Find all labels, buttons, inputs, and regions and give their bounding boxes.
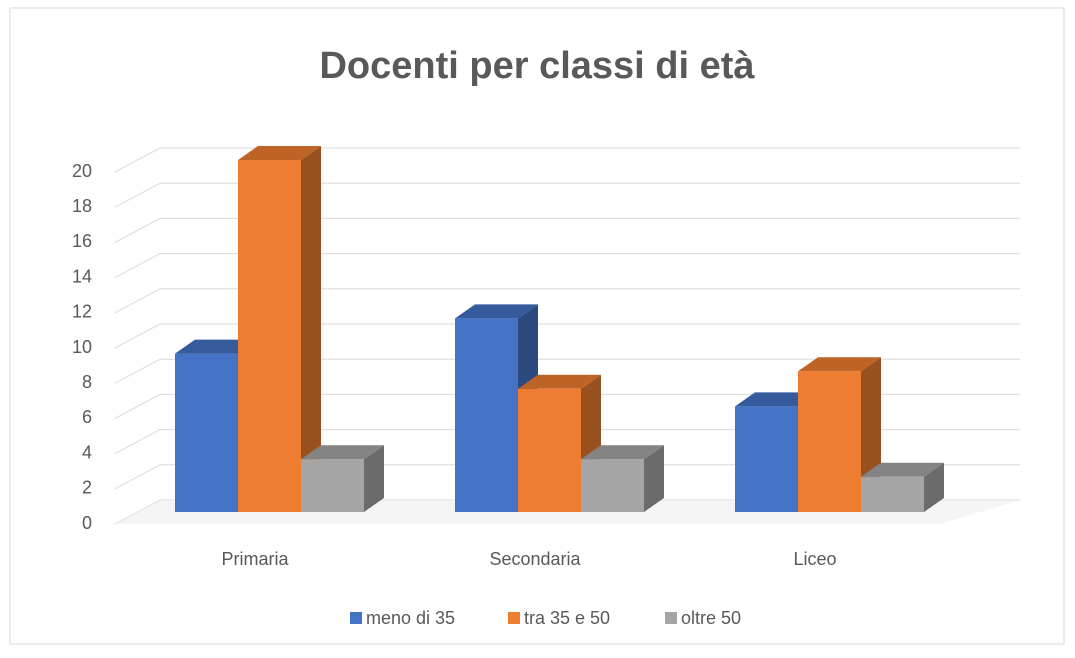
grid-line-side: [114, 323, 161, 349]
grid-line-side: [114, 393, 161, 419]
grid-line-side: [114, 358, 161, 384]
legend-swatch: [350, 612, 362, 624]
legend-label: meno di 35: [366, 608, 455, 628]
y-tick-label: 14: [72, 266, 92, 286]
bar-top: [301, 445, 384, 460]
bar-side: [644, 445, 664, 512]
bar: [518, 388, 581, 512]
bar-top: [861, 462, 944, 477]
bar: [175, 353, 238, 512]
bar: [735, 406, 798, 512]
grid-line-side: [114, 182, 161, 208]
legend-label: tra 35 e 50: [524, 608, 610, 628]
y-tick-label: 12: [72, 302, 92, 322]
bar-top: [238, 146, 321, 160]
y-tick-label: 10: [72, 337, 92, 357]
x-tick-label: Primaria: [221, 549, 289, 569]
x-tick-label: Liceo: [793, 549, 836, 569]
grid-line-side: [114, 253, 161, 279]
bar: [455, 318, 518, 512]
legend-swatch: [665, 612, 677, 624]
bar: [581, 459, 644, 512]
bar: [301, 459, 364, 512]
bar-side: [924, 462, 944, 512]
chart-title: Docenti per classi di età: [319, 45, 755, 87]
y-tick-label: 20: [72, 161, 92, 181]
bar-top: [175, 339, 258, 354]
grid-line-side: [114, 288, 161, 314]
y-tick-label: 6: [82, 407, 92, 427]
grid-line-side: [114, 429, 161, 455]
bar-top: [798, 357, 881, 372]
legend-label: oltre 50: [681, 608, 741, 628]
bar-top: [455, 304, 538, 319]
grid-line-side: [114, 464, 161, 490]
y-tick-label: 0: [82, 513, 92, 533]
bar-top: [518, 374, 601, 389]
y-tick-label: 4: [82, 442, 92, 462]
bar-side: [301, 146, 321, 512]
x-tick-label: Secondaria: [489, 549, 581, 569]
bar: [861, 476, 924, 512]
y-tick-label: 8: [82, 372, 92, 392]
bar: [798, 371, 861, 512]
legend-swatch: [508, 612, 520, 624]
bar: [238, 160, 301, 512]
bar-side: [364, 445, 384, 512]
y-tick-label: 2: [82, 478, 92, 498]
grid-line-side: [114, 217, 161, 243]
y-tick-label: 18: [72, 196, 92, 216]
y-tick-label: 16: [72, 231, 92, 251]
bar-top: [581, 445, 664, 460]
grid-line-side: [114, 147, 161, 173]
bar-top: [735, 392, 818, 407]
